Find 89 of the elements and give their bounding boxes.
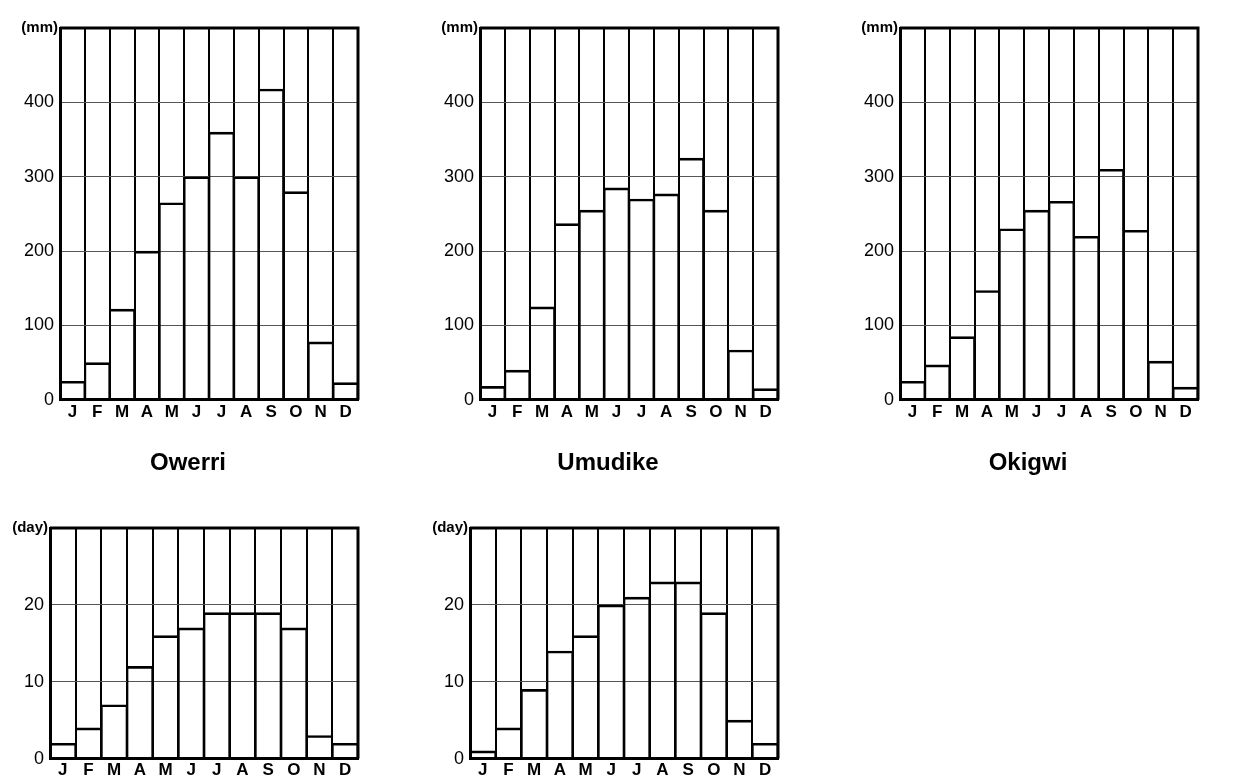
x-tick-label: J bbox=[907, 401, 918, 421]
x-tick-label: J bbox=[487, 401, 498, 421]
x-tick-label: S bbox=[265, 401, 277, 421]
x-tick-label: A bbox=[656, 760, 669, 780]
x-tick-label: M bbox=[1004, 401, 1019, 421]
x-tick-label: N bbox=[313, 760, 326, 780]
y-tick-label: 400 bbox=[443, 91, 475, 112]
x-tick-label: J bbox=[67, 401, 78, 421]
x-tick-label: A bbox=[560, 401, 574, 421]
x-tick-label: N bbox=[314, 401, 327, 421]
x-tick-label: M bbox=[158, 760, 173, 780]
y-tick-label: 200 bbox=[443, 240, 475, 261]
x-tick-label: J bbox=[186, 760, 196, 780]
y-tick-label: 10 bbox=[23, 670, 45, 691]
y-axis-title: (mm) bbox=[441, 18, 479, 36]
text: Owerri bbox=[149, 448, 227, 476]
y-tick-label: 0 bbox=[454, 747, 465, 768]
y-tick-label: 100 bbox=[863, 314, 895, 335]
x-tick-label: J bbox=[1056, 401, 1067, 421]
x-tick-label: J bbox=[191, 401, 202, 421]
y-tick-label: 20 bbox=[443, 593, 465, 614]
x-tick-label: A bbox=[236, 760, 249, 780]
y-tick-label: 200 bbox=[23, 240, 55, 261]
x-tick-label: O bbox=[707, 760, 721, 780]
x-tick-label: O bbox=[1129, 401, 1143, 421]
x-tick-label: J bbox=[478, 760, 488, 780]
x-tick-label: D bbox=[759, 760, 772, 780]
x-tick-label: M bbox=[527, 760, 542, 780]
x-tick-label: M bbox=[578, 760, 593, 780]
x-tick-label: N bbox=[734, 401, 747, 421]
x-tick-label: M bbox=[535, 401, 550, 421]
y-tick-label: 100 bbox=[443, 314, 475, 335]
x-tick-label: D bbox=[339, 401, 352, 421]
x-tick-label: M bbox=[584, 401, 599, 421]
y-tick-label: 300 bbox=[443, 165, 475, 186]
y-axis-title: (mm) bbox=[861, 18, 899, 36]
x-tick-label: J bbox=[636, 401, 647, 421]
x-tick-label: S bbox=[685, 401, 697, 421]
x-tick-label: A bbox=[1080, 401, 1093, 421]
text: Okigwi bbox=[988, 448, 1068, 476]
y-tick-label: 0 bbox=[34, 747, 45, 768]
x-tick-label: N bbox=[733, 760, 746, 780]
y-tick-label: 0 bbox=[884, 388, 895, 409]
x-tick-label: F bbox=[83, 760, 94, 780]
y-tick-label: 0 bbox=[464, 388, 475, 409]
y-axis-title: (mm) bbox=[21, 18, 59, 36]
x-tick-label: A bbox=[660, 401, 673, 421]
x-tick-label: F bbox=[512, 401, 523, 421]
y-tick-label: 400 bbox=[23, 91, 55, 112]
x-tick-label: D bbox=[759, 401, 772, 421]
x-tick-label: J bbox=[216, 401, 227, 421]
x-tick-label: J bbox=[606, 760, 616, 780]
y-tick-label: 20 bbox=[23, 593, 45, 614]
x-tick-label: O bbox=[289, 401, 303, 421]
x-tick-label: D bbox=[1179, 401, 1192, 421]
x-tick-label: A bbox=[133, 760, 146, 780]
x-tick-label: A bbox=[140, 401, 154, 421]
x-tick-label: M bbox=[955, 401, 970, 421]
y-axis-title: (day) bbox=[12, 518, 49, 536]
x-tick-label: A bbox=[553, 760, 566, 780]
x-tick-label: F bbox=[503, 760, 514, 780]
x-tick-label: J bbox=[212, 760, 222, 780]
x-tick-label: M bbox=[115, 401, 130, 421]
x-tick-label: A bbox=[980, 401, 994, 421]
x-tick-label: S bbox=[262, 760, 274, 780]
text: Umudike bbox=[557, 448, 659, 476]
x-tick-label: O bbox=[287, 760, 301, 780]
y-axis-title: (day) bbox=[432, 518, 469, 536]
x-tick-label: F bbox=[92, 401, 103, 421]
x-tick-label: F bbox=[932, 401, 943, 421]
x-tick-label: J bbox=[58, 760, 68, 780]
x-tick-label: O bbox=[709, 401, 723, 421]
y-tick-label: 400 bbox=[863, 91, 895, 112]
y-tick-label: 300 bbox=[23, 165, 55, 186]
y-tick-label: 200 bbox=[863, 240, 895, 261]
x-tick-label: D bbox=[339, 760, 352, 780]
y-tick-label: 300 bbox=[863, 165, 895, 186]
y-tick-label: 0 bbox=[44, 388, 55, 409]
x-tick-label: M bbox=[107, 760, 122, 780]
x-tick-label: J bbox=[611, 401, 622, 421]
y-tick-label: 10 bbox=[443, 670, 465, 691]
y-tick-label: 100 bbox=[23, 314, 55, 335]
x-tick-label: M bbox=[164, 401, 179, 421]
x-tick-label: J bbox=[1031, 401, 1042, 421]
x-tick-label: J bbox=[632, 760, 642, 780]
x-tick-label: N bbox=[1154, 401, 1167, 421]
x-tick-label: S bbox=[1105, 401, 1117, 421]
x-tick-label: A bbox=[240, 401, 253, 421]
x-tick-label: S bbox=[682, 760, 694, 780]
